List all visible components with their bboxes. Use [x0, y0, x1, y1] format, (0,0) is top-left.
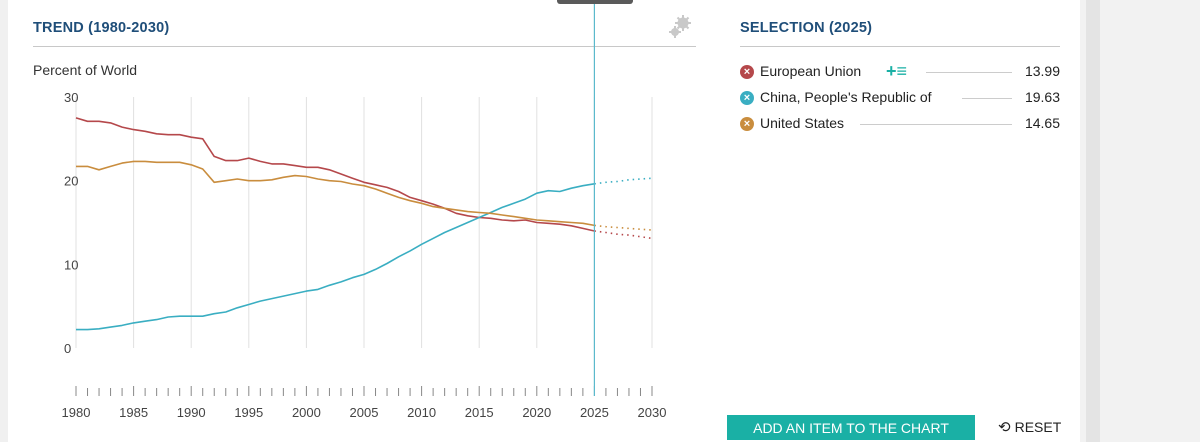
series-projection-china[interactable] [594, 177, 653, 185]
add-item-button[interactable]: ADD AN ITEM TO THE CHART [727, 415, 975, 440]
selection-divider [740, 46, 1060, 47]
y-axis-label: Percent of World [33, 62, 138, 78]
legend-item-china[interactable]: × China, People's Republic of 19.63 [740, 89, 1060, 109]
remove-icon[interactable]: × [740, 65, 754, 79]
x-tick-label: 2000 [292, 405, 321, 420]
legend-item-label: China, People's Republic of [760, 89, 932, 105]
reset-icon: ⟲ [998, 419, 1011, 436]
x-tick-label: 2030 [638, 405, 667, 420]
y-tick-label: 10 [64, 257, 78, 272]
legend-item-value: 13.99 [1024, 63, 1060, 79]
reset-button[interactable]: ⟲ RESET [998, 418, 1061, 436]
remove-icon[interactable]: × [740, 117, 754, 131]
series-line-us[interactable] [76, 160, 595, 227]
settings-gear-icon[interactable] [668, 14, 694, 40]
legend-item-value: 19.63 [1024, 89, 1060, 105]
series-line-china[interactable] [76, 183, 595, 331]
legend-item-label: European Union [760, 63, 862, 79]
y-tick-label: 20 [64, 174, 78, 189]
legend-item-us[interactable]: × United States 14.65 [740, 115, 1060, 135]
drawer-tab[interactable] [557, 0, 633, 4]
trend-divider [33, 46, 696, 47]
y-tick-label: 30 [64, 90, 78, 105]
series-projection-eu[interactable] [594, 230, 653, 240]
remove-icon[interactable]: × [740, 91, 754, 105]
legend-actions-icon[interactable]: +≡ [886, 61, 908, 81]
legend-item-value: 14.65 [1024, 115, 1060, 131]
x-tick-label: 2005 [350, 405, 379, 420]
page-margin [1080, 0, 1200, 442]
legend-item-label: United States [760, 115, 845, 131]
series-projection-us[interactable] [594, 224, 653, 231]
x-tick-label: 2010 [407, 405, 436, 420]
leader-line [860, 124, 1012, 125]
legend-item-eu[interactable]: × European Union +≡ 13.99 [740, 61, 1060, 83]
x-tick-label: 2015 [465, 405, 494, 420]
trend-header: TREND (1980-2030) [33, 20, 170, 36]
x-tick-label: 2020 [522, 405, 551, 420]
x-tick-label: 1995 [234, 405, 263, 420]
reset-label: RESET [1014, 419, 1062, 435]
series-line-eu[interactable] [75, 117, 595, 232]
x-tick-label: 1985 [119, 405, 148, 420]
leader-line [962, 98, 1012, 99]
x-tick-label: 1980 [62, 405, 91, 420]
selection-header: SELECTION (2025) [740, 20, 873, 36]
x-tick-label: 2025 [580, 405, 609, 420]
y-tick-label: 0 [64, 341, 71, 356]
leader-line [926, 72, 1012, 73]
x-tick-label: 1990 [177, 405, 206, 420]
scrollbar[interactable] [1086, 0, 1100, 442]
